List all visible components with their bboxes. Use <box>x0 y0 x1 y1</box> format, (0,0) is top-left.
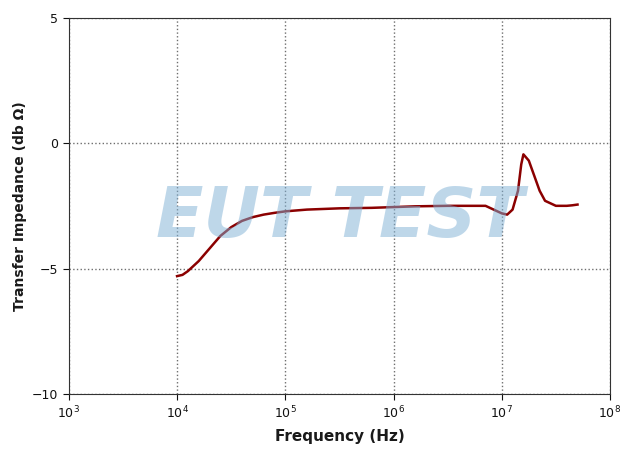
Text: EUT TEST: EUT TEST <box>155 184 523 250</box>
Y-axis label: Transfer Impedance (db Ω): Transfer Impedance (db Ω) <box>13 101 27 311</box>
X-axis label: Frequency (Hz): Frequency (Hz) <box>275 430 404 445</box>
